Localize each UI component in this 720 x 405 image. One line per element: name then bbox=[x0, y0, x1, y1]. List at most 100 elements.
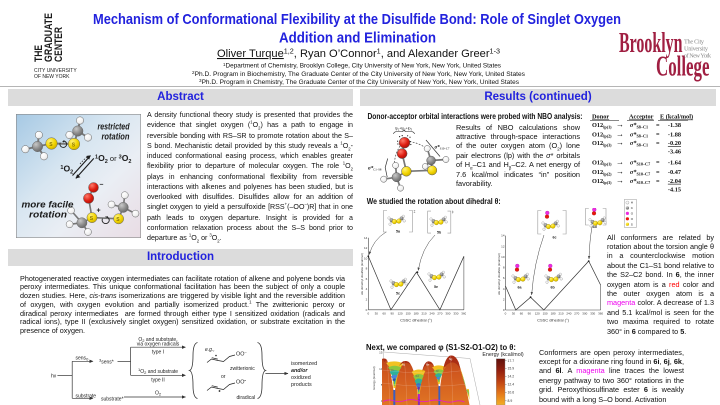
svg-text:σ*S10–C7: σ*S10–C7 bbox=[630, 159, 650, 166]
svg-text:=: = bbox=[656, 169, 660, 176]
svg-text:-4.15: -4.15 bbox=[668, 186, 681, 193]
svg-text:S: S bbox=[116, 217, 120, 223]
svg-text:Mechanism of Conformational Fl: Mechanism of Conformational Flexibility … bbox=[93, 11, 621, 28]
svg-text:ΔE dimethyl disulfide (kcal/mo: ΔE dimethyl disulfide (kcal/mol) bbox=[497, 253, 501, 295]
svg-text:330: 330 bbox=[590, 312, 595, 316]
svg-text:2: 2 bbox=[503, 297, 505, 301]
svg-text:more facile: more facile bbox=[22, 200, 74, 210]
svg-text:OO•: OO• bbox=[236, 378, 246, 386]
svg-text:3sens*: 3sens* bbox=[99, 358, 114, 366]
svg-text:180: 180 bbox=[414, 312, 419, 316]
svg-text:360: 360 bbox=[461, 312, 466, 316]
svg-text:E (kcal/mol): E (kcal/mol) bbox=[660, 114, 693, 121]
svg-text:σ*S8–C1: σ*S8–C1 bbox=[630, 140, 648, 147]
svg-text:-1.64: -1.64 bbox=[668, 159, 682, 166]
svg-text:σ*C1–S8: σ*C1–S8 bbox=[368, 167, 382, 172]
svg-text:substrate: substrate bbox=[76, 393, 97, 399]
svg-text:60: 60 bbox=[383, 312, 387, 316]
svg-text:8: 8 bbox=[503, 266, 505, 270]
svg-text:14: 14 bbox=[364, 236, 368, 240]
svg-text:6b: 6b bbox=[551, 286, 556, 290]
svg-text:210: 210 bbox=[558, 312, 563, 316]
svg-text:5: 5 bbox=[381, 383, 383, 387]
svg-text:University: University bbox=[684, 46, 709, 53]
svg-text:OF NEW YORK: OF NEW YORK bbox=[34, 74, 70, 80]
svg-text:S: S bbox=[90, 216, 94, 222]
svg-text:-0.20: -0.20 bbox=[668, 140, 681, 147]
svg-text:CSSC dihedral (°): CSSC dihedral (°) bbox=[537, 318, 570, 323]
svg-text:O12lp(1): O12lp(1) bbox=[592, 122, 612, 129]
svg-text:→: → bbox=[616, 138, 624, 147]
svg-text:=: = bbox=[656, 159, 660, 166]
svg-text:zwitterionic: zwitterionic bbox=[230, 366, 255, 372]
svg-text:300: 300 bbox=[445, 312, 450, 316]
svg-text:0: 0 bbox=[366, 308, 368, 312]
svg-text:6d: 6d bbox=[593, 225, 597, 229]
svg-text:6f: 6f bbox=[436, 369, 439, 373]
svg-text:–: – bbox=[100, 182, 104, 189]
svg-text:O: O bbox=[631, 212, 634, 216]
svg-text:via oxygen radicals: via oxygen radicals bbox=[137, 342, 180, 348]
svg-text:σ*S8–C1: σ*S8–C1 bbox=[630, 131, 648, 138]
svg-text:15.9: 15.9 bbox=[508, 367, 515, 371]
svg-text:6d: 6d bbox=[416, 374, 420, 378]
svg-text:Energy (kcal/mol): Energy (kcal/mol) bbox=[482, 352, 523, 358]
svg-text:12.4: 12.4 bbox=[508, 383, 515, 387]
svg-text:60: 60 bbox=[520, 312, 524, 316]
svg-text:substrate*: substrate* bbox=[101, 397, 124, 403]
svg-text:C: C bbox=[631, 206, 634, 210]
svg-text:isomerized: isomerized bbox=[291, 361, 317, 367]
svg-text:2: 2 bbox=[366, 298, 368, 302]
svg-text:-2.04: -2.04 bbox=[668, 178, 682, 185]
svg-text:=: = bbox=[656, 122, 660, 129]
svg-text:OO–: OO– bbox=[236, 350, 247, 358]
svg-text:‡: ‡ bbox=[452, 210, 454, 214]
svg-text:CSSC dihedral (°): CSSC dihedral (°) bbox=[400, 318, 433, 323]
svg-text:150: 150 bbox=[543, 312, 548, 316]
svg-text:Donor: Donor bbox=[592, 114, 609, 121]
svg-text:0: 0 bbox=[505, 312, 507, 316]
svg-text:0: 0 bbox=[381, 399, 383, 403]
svg-text:5c: 5c bbox=[396, 292, 400, 296]
svg-text:GRADUATE: GRADUATE bbox=[43, 13, 55, 62]
svg-text:lp1+lp2+lp3: lp1+lp2+lp3 bbox=[395, 127, 413, 132]
svg-text:6b: 6b bbox=[391, 368, 395, 372]
svg-text:10: 10 bbox=[379, 367, 383, 371]
svg-text:→: → bbox=[616, 157, 624, 166]
svg-text:90: 90 bbox=[391, 312, 395, 316]
svg-text:THE: THE bbox=[33, 45, 45, 62]
svg-text:10.6: 10.6 bbox=[508, 391, 515, 395]
svg-text:→: → bbox=[616, 129, 624, 138]
svg-text:S: S bbox=[49, 142, 53, 148]
svg-text:O12lp(1): O12lp(1) bbox=[592, 159, 612, 166]
svg-text:6: 6 bbox=[503, 276, 505, 280]
svg-text:5a: 5a bbox=[396, 230, 401, 234]
svg-text:8: 8 bbox=[366, 267, 368, 271]
svg-text:College: College bbox=[656, 51, 710, 83]
svg-text:6e: 6e bbox=[426, 363, 430, 367]
svg-text:2Ph.D. Program in Biochemistry: 2Ph.D. Program in Biochemistry, The Grad… bbox=[192, 70, 525, 78]
svg-text:ΔE dimethyl disulfide (kcal/mo: ΔE dimethyl disulfide (kcal/mol) bbox=[360, 253, 364, 295]
svg-text:1Department of Chemistry, Broo: 1Department of Chemistry, Brooklyn Colle… bbox=[223, 62, 501, 70]
svg-text:hν: hν bbox=[51, 373, 57, 379]
svg-text:→: → bbox=[616, 167, 624, 176]
svg-text:→: → bbox=[616, 176, 624, 185]
svg-text:8.9: 8.9 bbox=[508, 399, 513, 403]
svg-text:-3.46: -3.46 bbox=[668, 148, 681, 155]
svg-text:type II: type II bbox=[151, 377, 165, 383]
svg-text:=: = bbox=[656, 140, 660, 147]
svg-text:15: 15 bbox=[379, 351, 383, 355]
svg-text:Addition and Elimination: Addition and Elimination bbox=[279, 30, 436, 47]
svg-text:diradical: diradical bbox=[237, 395, 256, 401]
svg-text:-0.47: -0.47 bbox=[668, 169, 681, 176]
svg-text:oxidized: oxidized bbox=[291, 375, 311, 381]
svg-text:30: 30 bbox=[512, 312, 516, 316]
svg-text:=: = bbox=[656, 131, 660, 138]
svg-text:4: 4 bbox=[366, 287, 368, 291]
svg-text:6c: 6c bbox=[402, 363, 406, 367]
svg-text:Energy (kcal/mol): Energy (kcal/mol) bbox=[372, 366, 376, 389]
svg-text:210: 210 bbox=[421, 312, 426, 316]
svg-text:e.g.,: e.g., bbox=[205, 347, 215, 353]
svg-text:and/or: and/or bbox=[291, 368, 308, 374]
